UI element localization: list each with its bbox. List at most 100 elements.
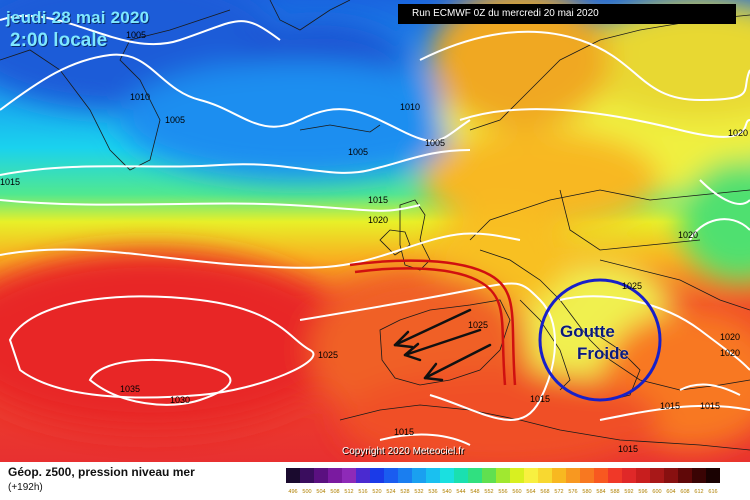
isobar-label: 1015	[368, 195, 388, 205]
cold-drop-circle	[538, 278, 662, 402]
annotation-goutte: Goutte	[560, 322, 615, 341]
scale-tick-label: 512	[344, 489, 353, 495]
scale-swatch	[678, 468, 692, 483]
scale-tick-label: 592	[624, 489, 633, 495]
scale-swatch	[314, 468, 328, 483]
scale-swatch	[342, 468, 356, 483]
scale-swatch	[300, 468, 314, 483]
scale-swatch	[426, 468, 440, 483]
scale-swatch	[608, 468, 622, 483]
scale-tick-label: 576	[568, 489, 577, 495]
scale-tick-label: 604	[666, 489, 675, 495]
scale-swatch	[454, 468, 468, 483]
scale-swatch	[650, 468, 664, 483]
scale-tick-label: 552	[484, 489, 493, 495]
scale-tick-label: 556	[498, 489, 507, 495]
scale-tick-label: 572	[554, 489, 563, 495]
forecast-date: jeudi 28 mai 2020	[6, 8, 150, 27]
legend-subtitle: (+192h)	[8, 482, 43, 493]
isobar-label: 1015	[394, 427, 414, 437]
scale-tick-label: 596	[638, 489, 647, 495]
isobar-label: 1005	[348, 147, 368, 157]
isobar-label: 1030	[170, 395, 190, 405]
wind-arrows	[393, 308, 492, 382]
isobars	[0, 14, 750, 446]
scale-tick-label: 580	[582, 489, 591, 495]
scale-tick-label: 584	[596, 489, 605, 495]
scale-swatch	[286, 468, 300, 483]
isobar-label: 1015	[0, 177, 20, 187]
scale-tick-label: 616	[708, 489, 717, 495]
legend-title: Géop. z500, pression niveau mer	[8, 465, 195, 479]
isobar-label: 1005	[126, 30, 146, 40]
isobar-label: 1020	[368, 215, 388, 225]
scale-tick-label: 516	[358, 489, 367, 495]
scale-swatch	[636, 468, 650, 483]
scale-swatch	[496, 468, 510, 483]
model-run-label: Run ECMWF 0Z du mercredi 20 mai 2020	[398, 4, 736, 24]
isobar-label: 1015	[530, 394, 550, 404]
isobar-label: 1015	[660, 401, 680, 411]
scale-swatch	[370, 468, 384, 483]
color-scale: 496 500 504 508 512 516 520 524 528 532 536 540 544 5…	[286, 468, 720, 495]
scale-tick-label: 560	[512, 489, 521, 495]
scale-swatch	[538, 468, 552, 483]
isobar-label: 1015	[700, 401, 720, 411]
trough-lines	[349, 259, 517, 386]
isobar-label: 1020	[728, 128, 748, 138]
isobar-label: 1010	[130, 92, 150, 102]
scale-tick-label: 588	[610, 489, 619, 495]
scale-swatch	[468, 468, 482, 483]
scale-swatch	[482, 468, 496, 483]
scale-swatch	[440, 468, 454, 483]
scale-swatch	[510, 468, 524, 483]
scale-tick-label: 520	[372, 489, 381, 495]
scale-tick-label: 496	[288, 489, 297, 495]
isobar-label: 1025	[622, 281, 642, 291]
forecast-time: 2:00 locale	[10, 30, 108, 51]
scale-swatch	[356, 468, 370, 483]
scale-tick-label: 540	[442, 489, 451, 495]
scale-tick-label: 532	[414, 489, 423, 495]
scale-swatch	[524, 468, 538, 483]
isobar-label: 1020	[720, 332, 740, 342]
scale-tick-label: 608	[680, 489, 689, 495]
scale-tick-label: 508	[330, 489, 339, 495]
scale-tick-label: 548	[470, 489, 479, 495]
weather-map: 1005 1010 1005 1010 1005 1005 1015 1015 …	[0, 0, 750, 462]
scale-swatch	[412, 468, 426, 483]
scale-swatch	[552, 468, 566, 483]
scale-swatch	[328, 468, 342, 483]
scale-tick-label: 524	[386, 489, 395, 495]
scale-swatch	[580, 468, 594, 483]
scale-swatch	[622, 468, 636, 483]
annotation-froide: Froide	[577, 344, 629, 363]
scale-swatch	[692, 468, 706, 483]
isobar-label: 1025	[318, 350, 338, 360]
isobar-label: 1015	[618, 444, 638, 454]
copyright-text: Copyright 2020 Meteociel.fr	[342, 446, 465, 457]
isobar-label: 1005	[425, 138, 445, 148]
scale-tick-label: 536	[428, 489, 437, 495]
isobar-label: 1035	[120, 384, 140, 394]
scale-tick-label: 528	[400, 489, 409, 495]
isobar-label: 1020	[678, 230, 698, 240]
isobar-labels: 1005 1010 1005 1010 1005 1005 1015 1015 …	[0, 30, 748, 454]
scale-tick-label: 544	[456, 489, 465, 495]
isobar-label: 1025	[468, 320, 488, 330]
scale-tick-label: 568	[540, 489, 549, 495]
scale-tick-label: 600	[652, 489, 661, 495]
scale-swatch	[398, 468, 412, 483]
scale-tick-label: 504	[316, 489, 325, 495]
scale-tick-label: 500	[302, 489, 311, 495]
scale-tick-label: 564	[526, 489, 535, 495]
isobar-label: 1020	[720, 348, 740, 358]
scale-swatch	[566, 468, 580, 483]
scale-swatch	[664, 468, 678, 483]
scale-swatch	[384, 468, 398, 483]
scale-swatch	[594, 468, 608, 483]
isobar-label: 1005	[165, 115, 185, 125]
map-svg: 1005 1010 1005 1010 1005 1005 1015 1015 …	[0, 0, 750, 462]
scale-swatch	[706, 468, 720, 483]
isobar-label: 1010	[400, 102, 420, 112]
